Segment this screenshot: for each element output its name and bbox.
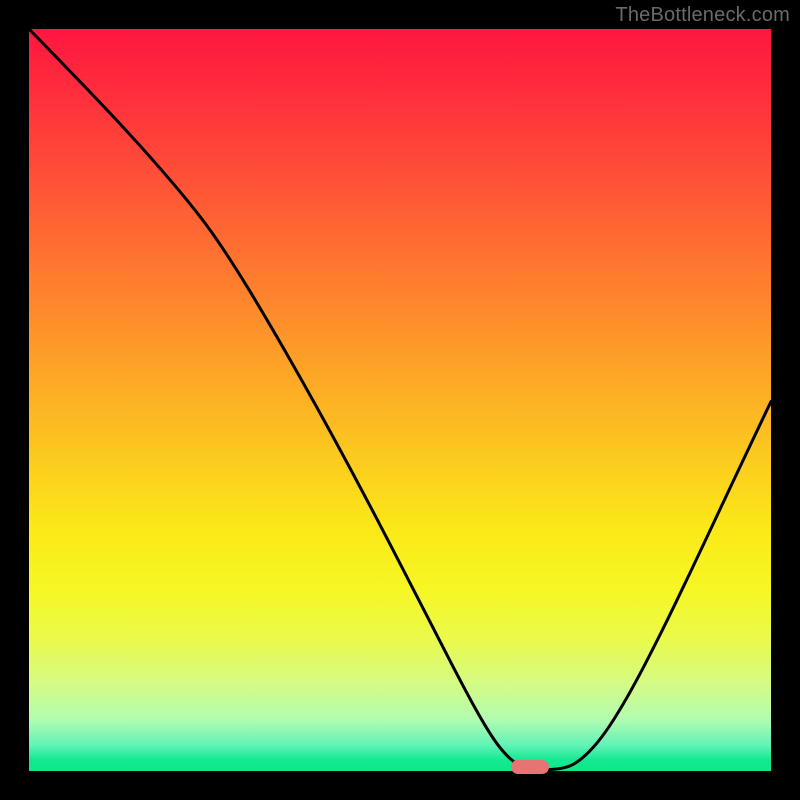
watermark-text: TheBottleneck.com (615, 4, 790, 27)
bottleneck-curve (29, 29, 771, 771)
chart-plot-area (29, 29, 771, 771)
optimal-point-marker (511, 760, 549, 774)
